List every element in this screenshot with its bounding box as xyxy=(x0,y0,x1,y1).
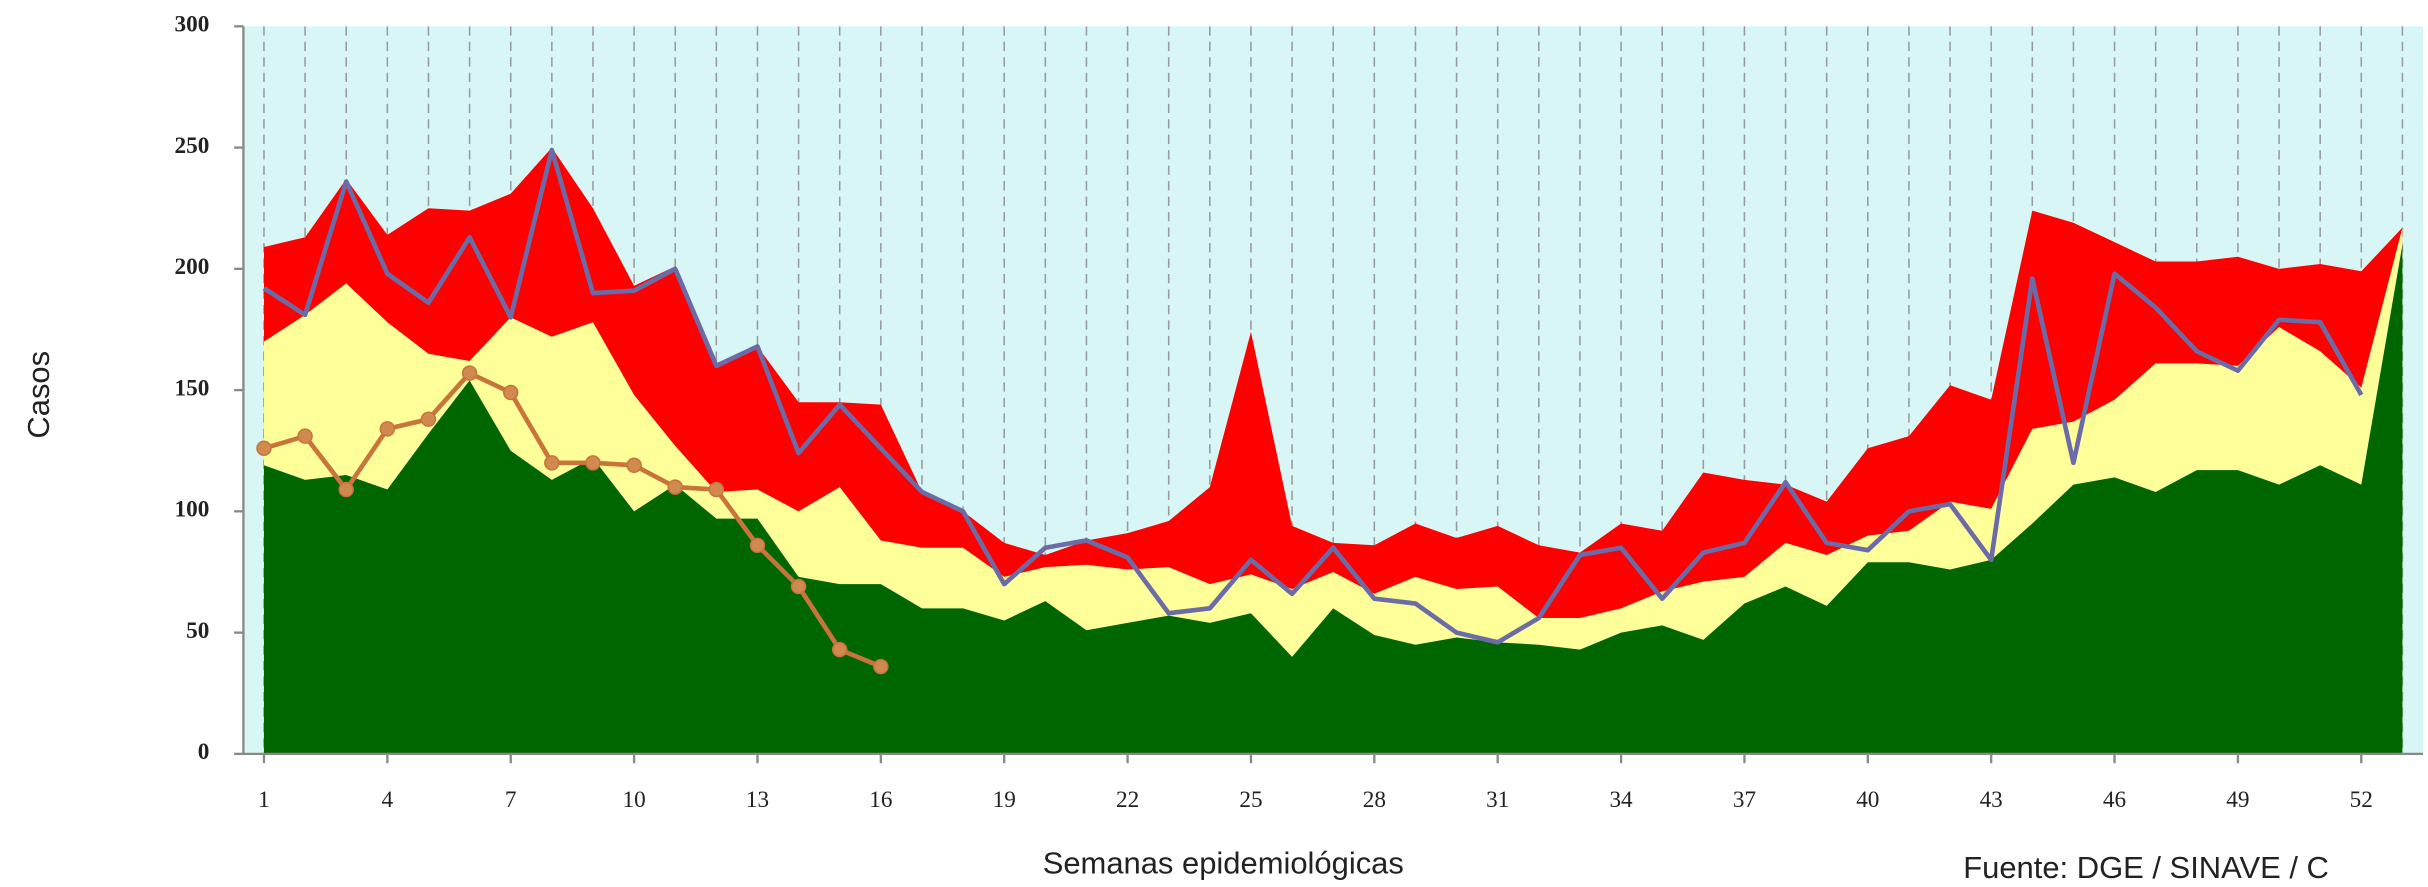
point xyxy=(420,411,437,427)
point xyxy=(502,384,519,401)
x-tick-label: 7 xyxy=(505,787,517,813)
source-note: Fuente: DGE / SINAVE / C xyxy=(1963,850,2329,885)
y-tick-label: 250 xyxy=(175,133,210,159)
point xyxy=(626,457,642,474)
point xyxy=(544,455,560,471)
x-tick-label: 1 xyxy=(258,787,270,813)
point xyxy=(708,481,725,498)
x-tick-label: 43 xyxy=(1980,787,2003,813)
point xyxy=(873,658,889,675)
x-tick-label: 19 xyxy=(993,787,1016,813)
area xyxy=(263,244,2403,754)
point xyxy=(256,440,272,457)
x-tick-label: 22 xyxy=(1116,787,1139,813)
y-tick-label: 0 xyxy=(198,739,210,765)
x-tick-label: 49 xyxy=(2226,787,2249,813)
y-tick-label: 200 xyxy=(175,254,210,280)
line xyxy=(262,147,2364,645)
point xyxy=(667,479,683,495)
point xyxy=(831,641,848,658)
x-axis-label: Semanas epidemiológicas xyxy=(1043,845,1404,880)
x-tick-label: 34 xyxy=(1609,787,1633,813)
point xyxy=(379,421,396,437)
x-tick-label: 10 xyxy=(622,787,645,813)
x-tick-label: 52 xyxy=(2350,787,2373,813)
y-tick-label: 300 xyxy=(175,12,210,38)
point xyxy=(749,537,766,554)
point xyxy=(585,455,601,471)
y-tick-label: 150 xyxy=(175,375,210,401)
x-tick-label: 25 xyxy=(1239,787,1262,813)
line xyxy=(263,370,882,669)
y-tick-label: 50 xyxy=(186,618,209,644)
x-tick-label: 13 xyxy=(746,787,769,813)
point xyxy=(461,365,478,381)
x-tick-label: 40 xyxy=(1856,787,1879,813)
x-tick-label: 31 xyxy=(1486,787,1509,813)
y-axis-label: Casos xyxy=(21,351,56,439)
y-tick-label: 100 xyxy=(175,497,210,523)
x-tick-label: 4 xyxy=(382,787,394,813)
point xyxy=(790,578,807,595)
x-tick-label: 46 xyxy=(2103,787,2126,813)
point xyxy=(297,428,313,444)
x-tick-label: 37 xyxy=(1733,787,1756,813)
x-tick-label: 28 xyxy=(1363,787,1386,813)
x-tick-label: 16 xyxy=(869,787,892,813)
point xyxy=(338,481,354,498)
